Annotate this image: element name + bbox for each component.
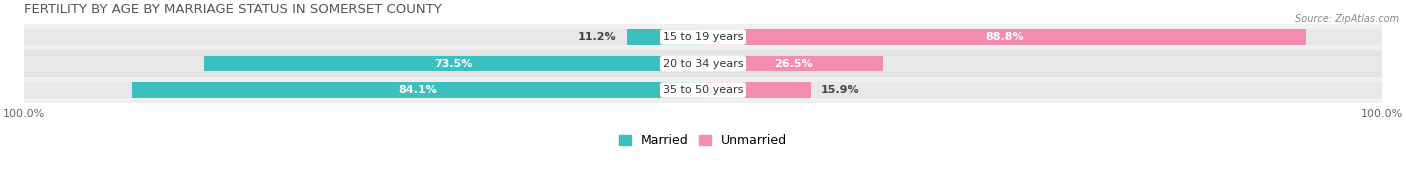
Text: 15.9%: 15.9% <box>821 85 860 95</box>
Text: 88.8%: 88.8% <box>986 32 1024 42</box>
Bar <box>627 29 703 45</box>
Text: 84.1%: 84.1% <box>398 85 437 95</box>
Legend: Married, Unmarried: Married, Unmarried <box>613 129 793 152</box>
Bar <box>24 50 1382 77</box>
Bar <box>24 82 703 98</box>
Bar <box>24 77 1382 103</box>
Bar <box>703 55 1382 72</box>
Bar <box>24 24 1382 50</box>
Bar <box>24 29 703 45</box>
Bar <box>204 55 703 72</box>
Text: 11.2%: 11.2% <box>578 32 617 42</box>
Bar <box>132 82 703 98</box>
Bar <box>703 29 1382 45</box>
Bar <box>703 29 1306 45</box>
Bar <box>24 55 703 72</box>
Text: 20 to 34 years: 20 to 34 years <box>662 59 744 69</box>
Bar <box>703 82 811 98</box>
Text: 35 to 50 years: 35 to 50 years <box>662 85 744 95</box>
Text: 73.5%: 73.5% <box>434 59 472 69</box>
Text: Source: ZipAtlas.com: Source: ZipAtlas.com <box>1295 14 1399 24</box>
Bar <box>703 55 883 72</box>
Bar <box>703 82 1382 98</box>
Text: 15 to 19 years: 15 to 19 years <box>662 32 744 42</box>
Text: FERTILITY BY AGE BY MARRIAGE STATUS IN SOMERSET COUNTY: FERTILITY BY AGE BY MARRIAGE STATUS IN S… <box>24 3 441 16</box>
Text: 26.5%: 26.5% <box>773 59 813 69</box>
